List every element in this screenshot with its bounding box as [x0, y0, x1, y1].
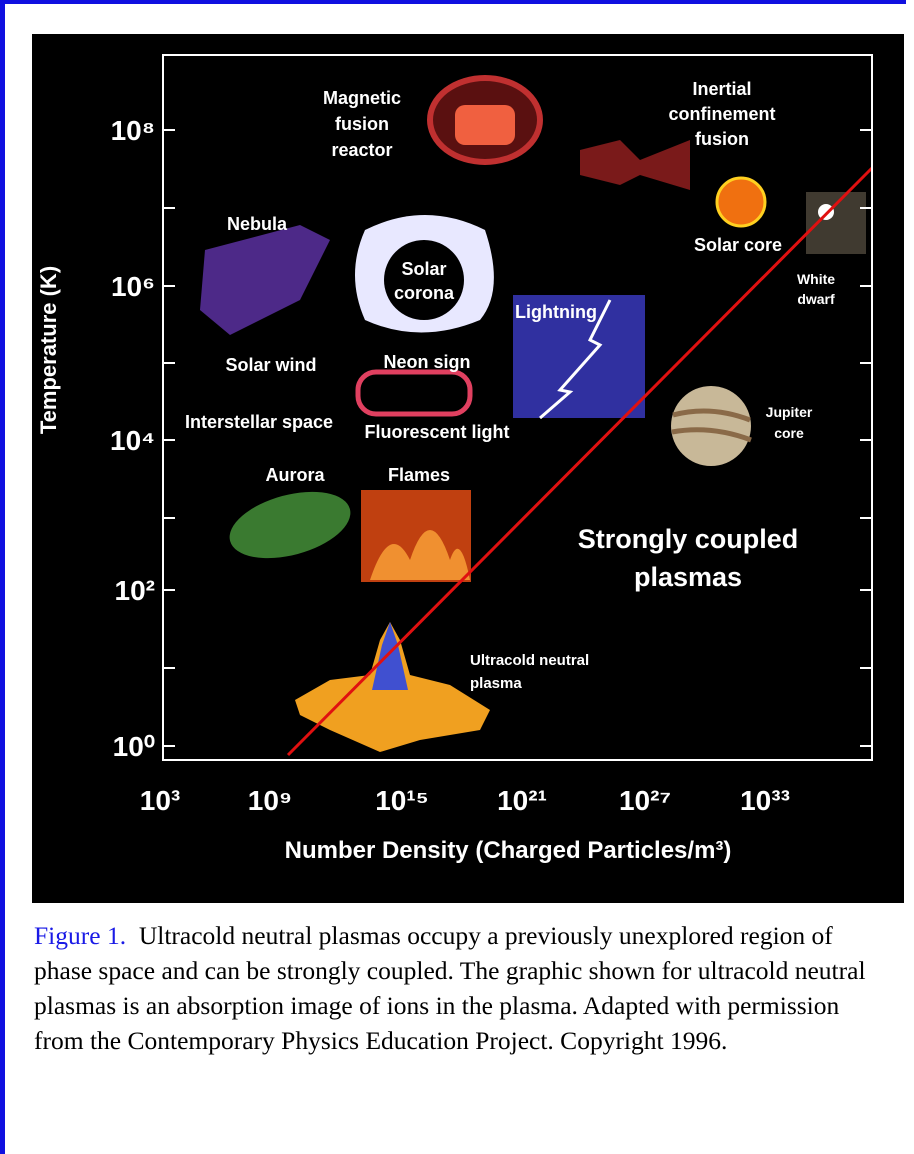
annotation: Inertial	[692, 79, 751, 99]
annotation: Ultracold neutral	[470, 652, 589, 669]
x-tick-label: 10¹⁵	[375, 785, 429, 816]
annotation: Strongly coupled	[578, 524, 799, 554]
annotation: Flames	[388, 465, 450, 485]
y-tick-label: 10⁰	[113, 731, 155, 762]
annotation: Jupiter	[766, 404, 813, 420]
annotation: Solar	[401, 259, 446, 279]
annotation: fusion	[335, 114, 389, 134]
annotation: dwarf	[797, 291, 835, 307]
white-dwarf-star	[818, 204, 834, 220]
x-tick-label: 10³³	[740, 785, 790, 816]
annotation: plasma	[470, 675, 522, 692]
corona-disc	[384, 240, 464, 320]
annotation: White	[797, 271, 835, 287]
x-tick-label: 10³	[140, 785, 180, 816]
solar-core-image	[717, 178, 765, 226]
page: Temperature (K) Number Density (Charged …	[0, 0, 914, 1154]
y-tick-label: 10⁸	[111, 115, 155, 146]
annotation: Lightning	[515, 302, 597, 322]
y-axis-label: Temperature (K)	[36, 266, 61, 434]
figure: Temperature (K) Number Density (Charged …	[0, 0, 914, 910]
annotation: Aurora	[265, 465, 325, 485]
y-tick-label: 10⁶	[111, 271, 155, 302]
annotation: Neon sign	[383, 352, 470, 372]
annotation: plasmas	[634, 562, 742, 592]
x-tick-label: 10²¹	[497, 785, 547, 816]
annotation: Solar wind	[225, 355, 316, 375]
annotation: confinement	[668, 104, 775, 124]
annotation: reactor	[331, 140, 392, 160]
fusion-reactor-core	[455, 105, 515, 145]
annotation: Fluorescent light	[364, 422, 509, 442]
annotation: Nebula	[227, 214, 288, 234]
caption: Figure 1. Ultracold neutral plasmas occu…	[34, 918, 894, 1058]
jupiter-image	[671, 386, 751, 466]
x-tick-label: 10²⁷	[619, 785, 671, 816]
annotation: Magnetic	[323, 88, 401, 108]
x-axis-label: Number Density (Charged Particles/m³)	[285, 837, 732, 864]
annotation: Interstellar space	[185, 412, 333, 432]
figure-link[interactable]: Figure 1.	[34, 921, 126, 950]
white-dwarf-image	[806, 192, 866, 254]
annotation: Solar core	[694, 235, 782, 255]
annotation: fusion	[695, 129, 749, 149]
annotation: core	[774, 425, 804, 441]
annotation: corona	[394, 283, 455, 303]
x-tick-label: 10⁹	[248, 785, 292, 816]
y-tick-label: 10⁴	[110, 425, 155, 456]
caption-text: Ultracold neutral plasmas occupy a previ…	[34, 921, 866, 1055]
y-tick-label: 10²	[115, 575, 155, 606]
